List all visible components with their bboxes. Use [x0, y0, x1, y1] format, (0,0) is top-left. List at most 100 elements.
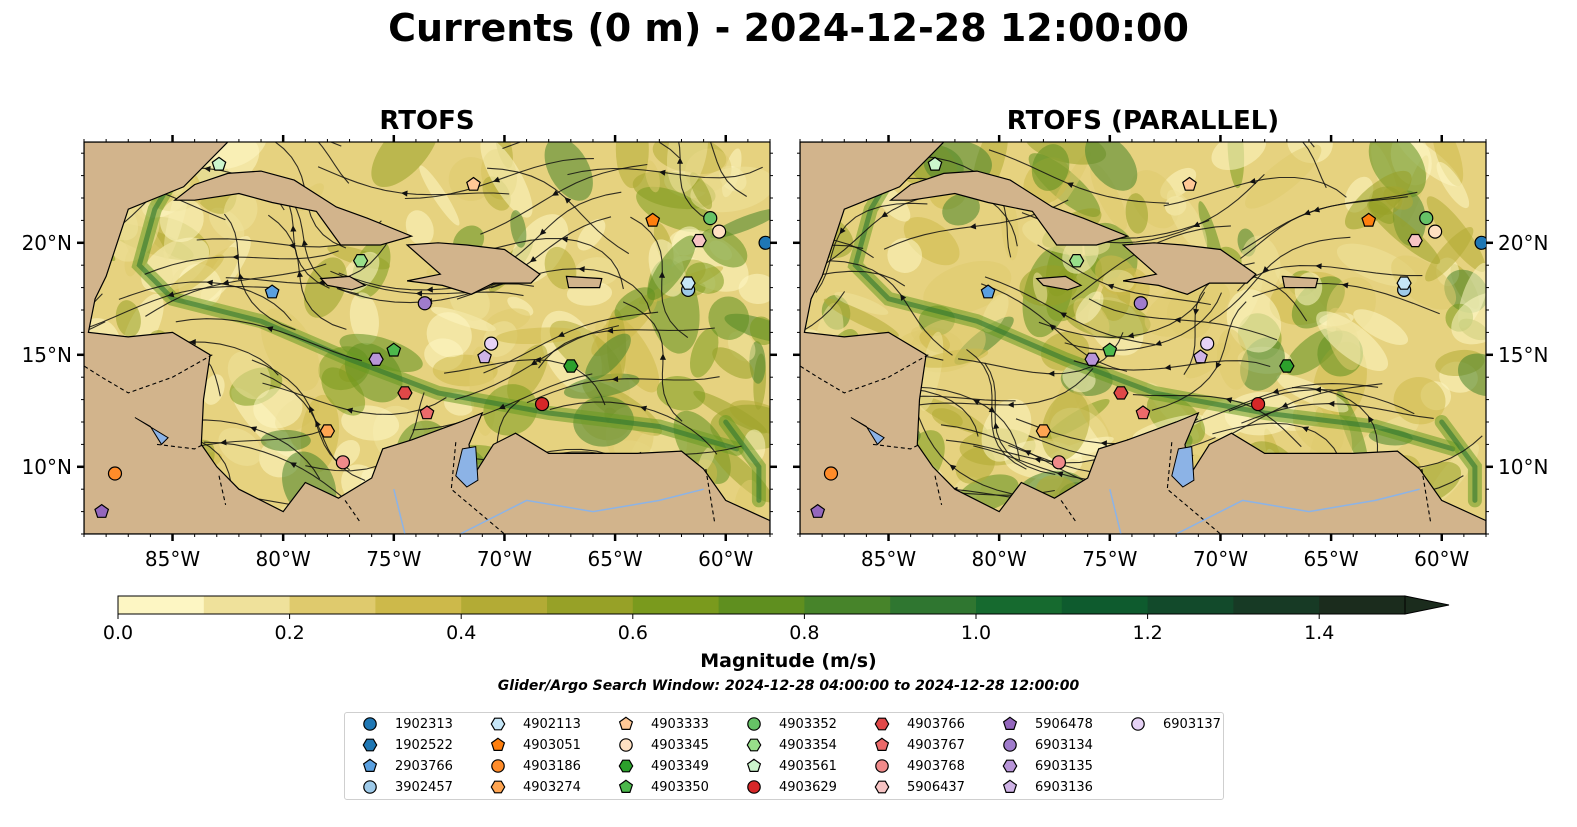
legend-label: 4903349: [651, 758, 709, 774]
legend-marker: [490, 717, 506, 731]
legend-label: 4902113: [523, 716, 581, 732]
map-panels: 85°W 80°W 75°W 70°W 65°W 60°W 10°N 15°N 20°N 85°W…: [22, 135, 1548, 571]
legend-marker: [1002, 716, 1018, 730]
legend-label: 4903354: [779, 737, 837, 753]
legend-item: 4903349: [617, 757, 709, 775]
lat-tick-label: 15°N: [22, 343, 72, 367]
colorbar-segment: [804, 596, 891, 614]
lat-tick-label: 15°N: [1498, 343, 1548, 367]
colorbar-segment: [461, 596, 548, 614]
float-marker-4903766: [1113, 386, 1129, 400]
legend-item: 4902113: [489, 715, 581, 733]
legend-item: 6903136: [1001, 778, 1093, 796]
legend-item: 4903352: [745, 715, 837, 733]
colorbar-segment: [1319, 596, 1406, 614]
float-marker-5906478: [94, 503, 110, 518]
legend-item: 4903629: [745, 778, 837, 796]
legend-item: 5906437: [873, 778, 965, 796]
lon-tick-label: 70°W: [1193, 547, 1248, 571]
legend-marker-icon: [362, 758, 378, 772]
colorbar-segment: [1147, 596, 1234, 614]
float-marker-4903629: [1250, 396, 1266, 412]
legend-marker-icon: [618, 779, 634, 793]
legend-marker: [491, 759, 505, 773]
lon-tick-label: 60°W: [698, 547, 753, 571]
legend-item: 4903333: [617, 715, 709, 733]
lake: [455, 446, 479, 488]
float-marker-4903629: [534, 396, 550, 412]
legend-marker: [362, 758, 378, 772]
legend-marker-icon: [746, 758, 762, 772]
map-frame: [83, 141, 771, 535]
lon-tick-label: 85°W: [145, 547, 200, 571]
float-marker-4903354: [352, 254, 369, 268]
land-area: [1035, 275, 1083, 291]
legend-marker: [747, 717, 761, 731]
float-marker-6903134: [417, 296, 432, 311]
map-frame: [799, 141, 1487, 535]
colorbar-tick-label: 0.8: [789, 622, 819, 644]
colorbar-tick-label: 1.4: [1304, 622, 1334, 644]
legend-item: 6903137: [1129, 715, 1221, 733]
float-marker-4903561: [927, 156, 943, 171]
lake: [134, 417, 169, 446]
float-marker-4903274: [319, 424, 336, 438]
legend-marker-icon: [874, 717, 890, 731]
float-marker-4903345: [712, 224, 727, 239]
legend-label: 5906437: [907, 779, 965, 795]
legend-label: 1902522: [395, 737, 453, 753]
legend-label: 6903134: [1035, 737, 1093, 753]
lon-tick-label: 75°W: [1082, 547, 1137, 571]
colorbar: 0.0 0.2 0.4 0.6 0.8 1.0 1.2 1.4: [103, 595, 1450, 644]
legend-marker-icon: [1002, 759, 1018, 773]
colorbar-segment: [203, 596, 291, 614]
legend-marker-icon: [362, 738, 378, 752]
legend-marker-icon: [747, 780, 761, 794]
float-marker-6903135: [1084, 352, 1100, 366]
legend-marker-icon: [491, 759, 505, 773]
legend-item: 4903561: [745, 757, 837, 775]
float-marker-4903561: [211, 156, 227, 171]
colorbar-tick-label: 0.2: [274, 622, 304, 644]
float-marker-6903137: [484, 336, 499, 351]
colorbar-tick-label: 1.2: [1132, 622, 1162, 644]
float-marker-4903350: [1102, 342, 1118, 357]
panel-title-rtofs-parallel: RTOFS (PARALLEL): [1006, 106, 1280, 136]
lon-tick-label: 65°W: [1303, 547, 1358, 571]
legend-label: 4903352: [779, 716, 837, 732]
float-marker-1902313: [758, 235, 770, 250]
lon-tick-label: 85°W: [861, 547, 916, 571]
legend-label: 3902457: [395, 779, 453, 795]
legend-label: 6903137: [1163, 716, 1221, 732]
panel-title-rtofs: RTOFS: [379, 106, 475, 136]
legend-marker: [874, 780, 890, 794]
legend-marker: [619, 738, 633, 752]
legend-marker: [618, 779, 634, 793]
legend-marker-icon: [1131, 717, 1145, 731]
legend-marker: [1002, 759, 1018, 773]
legend-marker-icon: [490, 717, 506, 731]
colorbar-segment: [890, 596, 977, 614]
lat-tick-label: 20°N: [1498, 231, 1548, 255]
legend-marker: [746, 758, 762, 772]
legend-marker-icon: [874, 780, 890, 794]
legend-marker: [747, 780, 761, 794]
legend-item: 2903766: [361, 757, 453, 775]
lon-tick-label: 80°W: [256, 547, 311, 571]
float-marker-5906478: [810, 503, 826, 518]
lat-tick-label: 20°N: [22, 231, 72, 255]
float-marker-4903333: [466, 176, 481, 191]
float-marker-4903349: [563, 359, 579, 373]
float-marker-5906437: [1407, 233, 1423, 248]
float-marker-5906437: [691, 233, 707, 248]
legend-marker-icon: [490, 780, 506, 794]
legend-marker: [1002, 779, 1018, 793]
legend-marker-icon: [363, 780, 377, 794]
lat-tick-label: 10°N: [1498, 455, 1548, 479]
land-area: [319, 275, 367, 291]
colorbar-tick-label: 0.6: [618, 622, 648, 644]
colorbar-label: Magnitude (m/s): [700, 650, 877, 672]
legend-label: 2903766: [395, 758, 453, 774]
legend-marker-icon: [490, 737, 506, 751]
legend-marker: [746, 738, 762, 752]
